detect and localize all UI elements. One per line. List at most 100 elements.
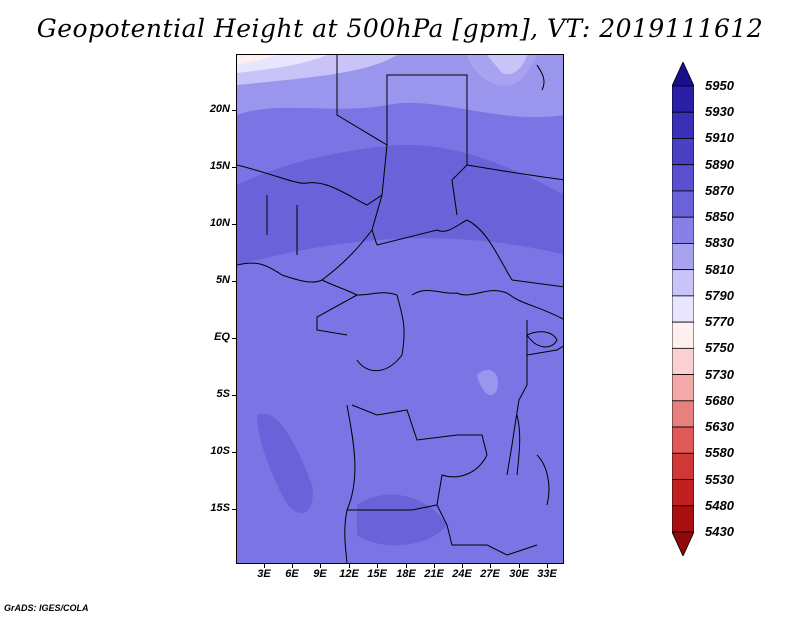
- colorbar-label: 5770: [705, 314, 734, 330]
- lon-label-12e: 12E: [339, 568, 359, 580]
- colorbar-label: 5830: [705, 235, 734, 251]
- lon-label-24e: 24E: [452, 568, 472, 580]
- colorbar-label: 5930: [705, 104, 734, 120]
- lat-tick: [232, 452, 236, 453]
- lon-tick: [547, 564, 548, 568]
- lon-label-3e: 3E: [257, 568, 271, 580]
- lake-tanganyika: [516, 414, 521, 476]
- border-congo: [356, 294, 405, 372]
- map-svg: [237, 55, 563, 563]
- colorbar-segment: [672, 479, 694, 507]
- colorbar-segment: [672, 85, 694, 113]
- coastline-angola: [344, 404, 356, 563]
- colorbar-label: 5680: [705, 392, 734, 408]
- colorbar-bottom-triangle: [672, 531, 694, 556]
- colorbar-label: 5430: [705, 524, 734, 539]
- lon-tick: [406, 564, 407, 568]
- red-sea-coast: [536, 64, 545, 91]
- lat-tick: [232, 338, 236, 339]
- colorbar-segment: [672, 164, 694, 192]
- lat-tick: [232, 281, 236, 282]
- border-car: [376, 219, 513, 281]
- field-high-patch-sw: [257, 413, 313, 514]
- border-angola-namibia: [347, 504, 538, 556]
- border-zambia: [436, 454, 488, 506]
- border-ssd: [511, 279, 563, 288]
- border-drc-tanzania: [506, 399, 520, 476]
- colorbar-segment: [672, 243, 694, 271]
- colorbar-label: 5910: [705, 130, 734, 146]
- lon-label-15e: 15E: [367, 568, 387, 580]
- colorbar-label: 5750: [705, 340, 734, 356]
- colorbar-label: 5810: [705, 261, 734, 277]
- border-niger-nigeria: [237, 164, 383, 206]
- colorbar-label: 5950: [705, 78, 734, 93]
- lat-label-10s: 10S: [210, 445, 230, 457]
- lon-label-30e: 30E: [509, 568, 529, 580]
- field-band-5770: [237, 55, 277, 65]
- border-drc-uganda: [518, 320, 528, 401]
- lat-tick: [232, 110, 236, 111]
- lat-tick: [232, 395, 236, 396]
- colorbar-segment: [672, 295, 694, 323]
- lon-tick: [292, 564, 293, 568]
- colorbar-segment: [672, 216, 694, 244]
- border-cameroon-gabon: [316, 294, 358, 336]
- colorbar: [672, 62, 694, 556]
- colorbar-segment: [672, 374, 694, 402]
- field-patch-ne-light: [487, 55, 527, 75]
- colorbar-label: 5530: [705, 471, 734, 487]
- border-angola-drc: [351, 404, 488, 456]
- colorbar-segment: [672, 347, 694, 375]
- colorbar-label: 5580: [705, 445, 734, 461]
- lat-tick: [232, 224, 236, 225]
- border-benin-togo: [266, 195, 298, 255]
- lake-malawi: [536, 454, 550, 506]
- lake-victoria: [526, 331, 558, 348]
- colorbar-segments: [672, 62, 694, 556]
- lon-label-6e: 6E: [285, 568, 299, 580]
- border-nigeria-cameroon: [321, 229, 373, 281]
- country-borders: [237, 55, 563, 563]
- lon-tick: [349, 564, 350, 568]
- lon-tick: [519, 564, 520, 568]
- lon-label-18e: 18E: [396, 568, 416, 580]
- border-chad-sudan: [386, 74, 468, 216]
- lon-tick: [264, 564, 265, 568]
- colorbar-label: 5850: [705, 209, 734, 225]
- lon-tick: [462, 564, 463, 568]
- lon-tick: [377, 564, 378, 568]
- lat-label-20n: 20N: [209, 103, 230, 115]
- colorbar-segment: [672, 452, 694, 480]
- colorbar-label: 5730: [705, 366, 734, 382]
- colorbar-segment: [672, 111, 694, 139]
- lat-label-eq: EQ: [214, 331, 230, 343]
- lon-tick: [490, 564, 491, 568]
- chart-title: Geopotential Height at 500hPa [gpm], VT:…: [36, 14, 764, 43]
- colorbar-segment: [672, 321, 694, 349]
- colorbar-top-triangle: [672, 62, 694, 87]
- lon-label-33e: 33E: [537, 568, 557, 580]
- lat-label-10n: 10N: [209, 217, 230, 229]
- footer-credit: GrADS: IGES/COLA: [4, 603, 89, 613]
- map-panel: [236, 54, 564, 564]
- lat-label-15s: 15S: [210, 502, 230, 514]
- lat-tick: [232, 509, 236, 510]
- lon-tick: [320, 564, 321, 568]
- colorbar-label: 5790: [705, 287, 734, 303]
- field-high-core: [237, 144, 563, 265]
- colorbar-segment: [672, 138, 694, 166]
- border-niger-chad: [336, 55, 388, 246]
- lat-tick: [232, 167, 236, 168]
- colorbar-label: 5630: [705, 419, 734, 435]
- lat-label-5s: 5S: [216, 388, 230, 400]
- lat-label-5n: 5N: [215, 274, 230, 286]
- lon-label-21e: 21E: [424, 568, 444, 580]
- border-kenya: [526, 345, 563, 356]
- lat-label-15n: 15N: [209, 160, 230, 172]
- border-drc-north: [411, 290, 563, 320]
- colorbar-label: 5480: [705, 497, 734, 513]
- colorbar-segment: [672, 190, 694, 218]
- field-low-patch: [477, 370, 498, 395]
- lon-tick: [434, 564, 435, 568]
